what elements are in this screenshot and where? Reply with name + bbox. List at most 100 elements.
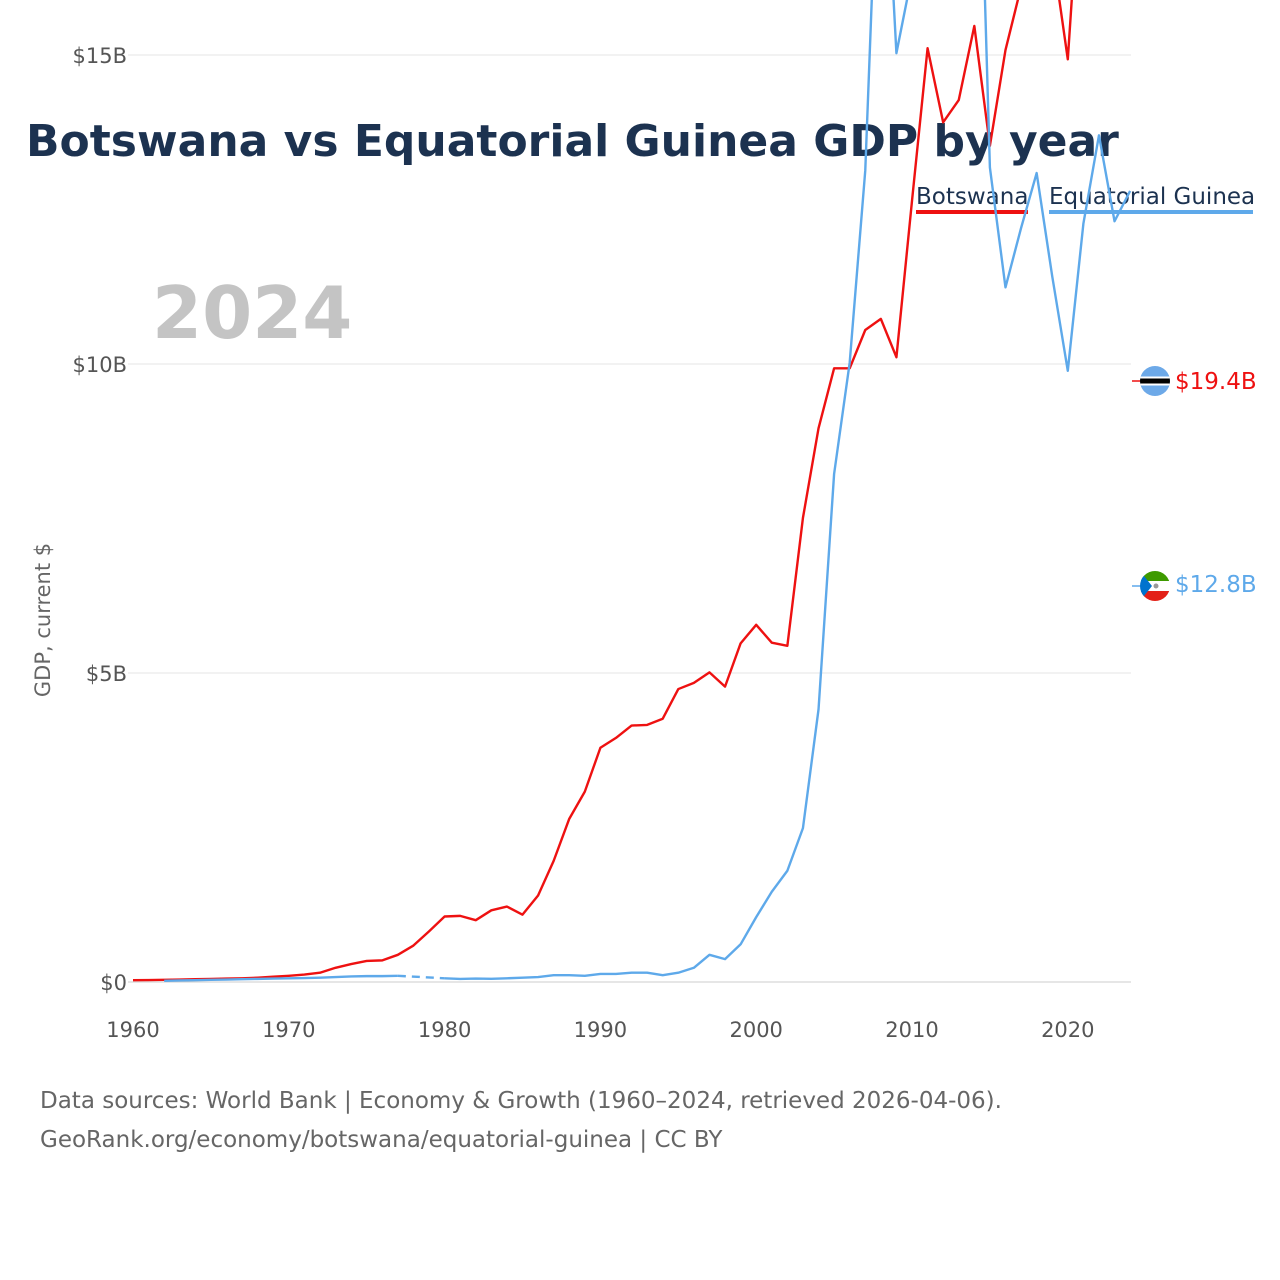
botswana-point-1973[interactable] <box>333 965 339 971</box>
equatorial_guinea-point-1968[interactable] <box>255 976 261 982</box>
equatorial_guinea-point-1967[interactable] <box>239 976 245 982</box>
equatorial_guinea-point-2024[interactable] <box>1127 188 1133 194</box>
source-line-2[interactable]: GeoRank.org/economy/botswana/equatorial-… <box>40 1127 723 1153</box>
equatorial_guinea-point-1995[interactable] <box>675 970 681 976</box>
equatorial_guinea-point-1969[interactable] <box>270 976 276 982</box>
equatorial_guinea-point-1986[interactable] <box>535 974 541 980</box>
botswana-point-1987[interactable] <box>551 858 557 864</box>
equatorial_guinea-point-1996[interactable] <box>691 965 697 971</box>
botswana-point-2011[interactable] <box>925 45 931 51</box>
equatorial_guinea-point-1989[interactable] <box>582 973 588 979</box>
equatorial_guinea-point-2002[interactable] <box>784 868 790 874</box>
botswana-point-2010[interactable] <box>909 198 915 204</box>
botswana-point-1961[interactable] <box>146 977 152 983</box>
equatorial_guinea-point-1990[interactable] <box>597 971 603 977</box>
botswana-point-1975[interactable] <box>364 958 370 964</box>
botswana-point-1998[interactable] <box>722 684 728 690</box>
equatorial_guinea-point-1991[interactable] <box>613 971 619 977</box>
equatorial_guinea-point-1963[interactable] <box>177 977 183 983</box>
botswana-point-2012[interactable] <box>940 119 946 125</box>
botswana-point-2004[interactable] <box>816 425 822 431</box>
equatorial_guinea-point-2019[interactable] <box>1049 273 1055 279</box>
equatorial_guinea-point-1982[interactable] <box>473 976 479 982</box>
botswana-point-1980[interactable] <box>442 913 448 919</box>
botswana-point-2003[interactable] <box>800 515 806 521</box>
botswana-point-2002[interactable] <box>784 643 790 649</box>
botswana-point-1976[interactable] <box>379 957 385 963</box>
equatorial_guinea-point-1999[interactable] <box>738 941 744 947</box>
equatorial_guinea-point-1970[interactable] <box>286 975 292 981</box>
legend-label-equatorial-guinea[interactable]: Equatorial Guinea <box>1049 184 1255 210</box>
botswana-point-1997[interactable] <box>706 669 712 675</box>
equatorial_guinea-point-1966[interactable] <box>223 977 229 983</box>
equatorial_guinea-point-2000[interactable] <box>753 914 759 920</box>
equatorial_guinea-point-2018[interactable] <box>1034 170 1040 176</box>
legend-label-botswana[interactable]: Botswana <box>916 184 1028 210</box>
equatorial_guinea-point-1980[interactable] <box>442 975 448 981</box>
botswana-point-1988[interactable] <box>566 816 572 822</box>
botswana-point-1983[interactable] <box>488 907 494 913</box>
equatorial_guinea-point-2015[interactable] <box>987 164 993 170</box>
equatorial_guinea-point-1992[interactable] <box>629 970 635 976</box>
botswana-point-1996[interactable] <box>691 680 697 686</box>
botswana-point-1990[interactable] <box>597 745 603 751</box>
equatorial_guinea-point-2005[interactable] <box>831 471 837 477</box>
botswana-point-1974[interactable] <box>348 961 354 967</box>
botswana-point-1993[interactable] <box>644 722 650 728</box>
botswana-point-2013[interactable] <box>956 97 962 103</box>
botswana-point-1960[interactable] <box>130 977 136 983</box>
equatorial_guinea-point-2009[interactable] <box>893 50 899 56</box>
equatorial_guinea-point-1993[interactable] <box>644 970 650 976</box>
botswana-point-1992[interactable] <box>629 723 635 729</box>
equatorial_guinea-point-1964[interactable] <box>192 977 198 983</box>
botswana-point-1991[interactable] <box>613 735 619 741</box>
botswana-point-1994[interactable] <box>660 716 666 722</box>
equatorial_guinea-point-1988[interactable] <box>566 972 572 978</box>
botswana-point-2007[interactable] <box>862 327 868 333</box>
botswana-point-2001[interactable] <box>769 640 775 646</box>
equatorial_guinea-point-1977[interactable] <box>395 973 401 979</box>
botswana-point-1984[interactable] <box>504 904 510 910</box>
botswana-point-1981[interactable] <box>457 913 463 919</box>
equatorial_guinea-point-1985[interactable] <box>520 975 526 981</box>
botswana-point-2000[interactable] <box>753 622 759 628</box>
botswana-point-1989[interactable] <box>582 789 588 795</box>
botswana-point-1986[interactable] <box>535 892 541 898</box>
equatorial_guinea-point-2023[interactable] <box>1112 218 1118 224</box>
botswana-point-1978[interactable] <box>410 943 416 949</box>
botswana-point-1985[interactable] <box>520 912 526 918</box>
equatorial_guinea-point-2006[interactable] <box>847 360 853 366</box>
equatorial_guinea-point-1976[interactable] <box>379 973 385 979</box>
equatorial_guinea-point-1965[interactable] <box>208 977 214 983</box>
equatorial_guinea-point-2022[interactable] <box>1096 132 1102 138</box>
equatorial_guinea-point-2020[interactable] <box>1065 368 1071 374</box>
botswana-point-1999[interactable] <box>738 640 744 646</box>
equatorial_guinea-point-1983[interactable] <box>488 976 494 982</box>
botswana-point-2016[interactable] <box>1002 47 1008 53</box>
equatorial_guinea-point-1962[interactable] <box>161 978 167 984</box>
botswana-point-1995[interactable] <box>675 686 681 692</box>
equatorial_guinea-point-1994[interactable] <box>660 972 666 978</box>
botswana-point-2008[interactable] <box>878 316 884 322</box>
botswana-point-2009[interactable] <box>893 354 899 360</box>
equatorial_guinea-point-2007[interactable] <box>862 168 868 174</box>
equatorial_guinea-point-1971[interactable] <box>301 975 307 981</box>
botswana-point-2020[interactable] <box>1065 56 1071 62</box>
equatorial_guinea-point-1972[interactable] <box>317 975 323 981</box>
equatorial_guinea-point-2004[interactable] <box>816 706 822 712</box>
equatorial_guinea-point-2001[interactable] <box>769 889 775 895</box>
equatorial_guinea-point-2016[interactable] <box>1002 284 1008 290</box>
equatorial_guinea-point-1998[interactable] <box>722 956 728 962</box>
botswana-point-1979[interactable] <box>426 928 432 934</box>
equatorial_guinea-point-1997[interactable] <box>706 952 712 958</box>
botswana-point-2014[interactable] <box>971 23 977 29</box>
equatorial_guinea-point-2017[interactable] <box>1018 225 1024 231</box>
equatorial_guinea-point-2021[interactable] <box>1080 221 1086 227</box>
equatorial_guinea-point-1975[interactable] <box>364 973 370 979</box>
equatorial_guinea-point-2003[interactable] <box>800 825 806 831</box>
equatorial_guinea-point-1973[interactable] <box>333 974 339 980</box>
botswana-point-1977[interactable] <box>395 952 401 958</box>
botswana-point-2005[interactable] <box>831 365 837 371</box>
equatorial_guinea-point-1987[interactable] <box>551 972 557 978</box>
botswana-point-1982[interactable] <box>473 917 479 923</box>
